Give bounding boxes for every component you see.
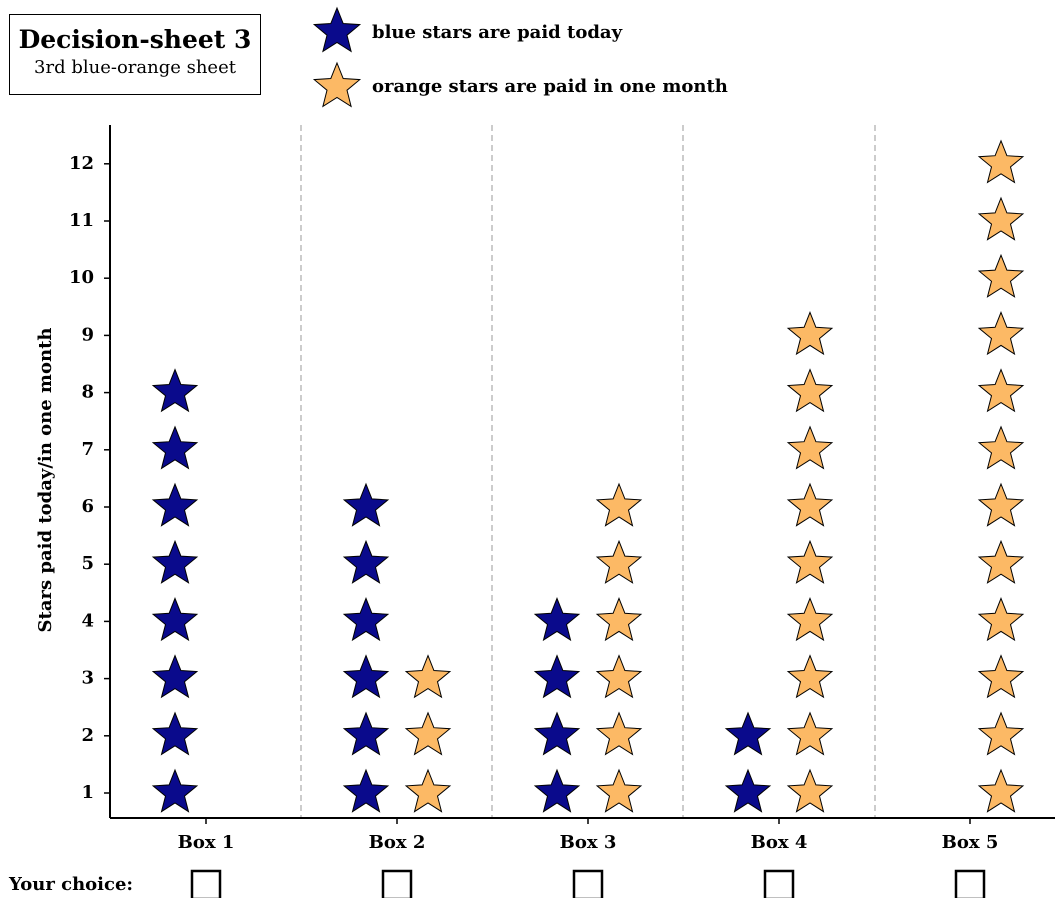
sheet-subtitle: 3rd blue-orange sheet xyxy=(34,57,236,78)
orange-star-icon xyxy=(977,139,1025,184)
y-tick-label: 3 xyxy=(81,668,94,689)
orange-star-icon xyxy=(786,768,834,813)
orange-star-icon xyxy=(404,711,452,756)
y-axis-label: Stars paid today/in one month xyxy=(35,328,56,633)
blue-star-icon xyxy=(533,768,581,813)
blue-star-icon xyxy=(342,539,390,584)
orange-star-icon xyxy=(977,654,1025,699)
orange-star-icon xyxy=(786,482,834,527)
blue-star-icon xyxy=(151,425,199,470)
sheet-title-box: Decision-sheet 3 3rd blue-orange sheet xyxy=(9,14,261,95)
orange-star-icon xyxy=(595,597,643,642)
y-tick-label: 4 xyxy=(81,610,94,631)
choice-checkbox-box-1[interactable] xyxy=(190,869,222,898)
x-tick-label: Box 5 xyxy=(942,832,999,853)
blue-star-icon xyxy=(342,482,390,527)
legend-star-shape xyxy=(312,61,362,108)
orange-star-icon xyxy=(786,368,834,413)
y-tick-label: 12 xyxy=(69,153,94,174)
blue-star-icon xyxy=(724,768,772,813)
orange-star-icon xyxy=(786,311,834,356)
legend: blue stars are paid today orange stars a… xyxy=(312,6,728,108)
y-tick-label: 2 xyxy=(81,725,94,746)
choice-checkbox-box-2[interactable] xyxy=(381,869,413,898)
legend-label-orange: orange stars are paid in one month xyxy=(372,76,728,97)
star-marks xyxy=(151,139,1025,813)
orange-star-icon xyxy=(786,654,834,699)
orange-star-icon xyxy=(977,482,1025,527)
orange-star-icon xyxy=(786,597,834,642)
blue-star-icon xyxy=(151,368,199,413)
x-tick-label: Box 1 xyxy=(178,832,235,853)
choice-checkbox-box-3[interactable] xyxy=(572,869,604,898)
y-tick-label: 9 xyxy=(81,324,94,345)
legend-item-orange: orange stars are paid in one month xyxy=(312,61,728,108)
orange-star-icon xyxy=(595,768,643,813)
blue-star-icon xyxy=(342,654,390,699)
sheet-title: Decision-sheet 3 xyxy=(18,25,252,54)
orange-star-icon xyxy=(977,253,1025,298)
legend-star-shape xyxy=(312,6,362,53)
choice-checkboxes xyxy=(190,869,986,898)
blue-star-icon xyxy=(151,711,199,756)
orange-star-icon xyxy=(595,482,643,527)
y-tick-label: 10 xyxy=(69,267,94,288)
y-tick-label: 6 xyxy=(81,496,94,517)
orange-star-icon xyxy=(977,196,1025,241)
blue-star-icon xyxy=(151,482,199,527)
blue-star-icon xyxy=(533,597,581,642)
orange-star-icon xyxy=(404,768,452,813)
x-tick-label: Box 2 xyxy=(369,832,426,853)
orange-star-icon xyxy=(977,368,1025,413)
orange-star-icon xyxy=(595,654,643,699)
orange-star-icon xyxy=(977,425,1025,470)
blue-star-icon xyxy=(533,654,581,699)
x-tick-label: Box 3 xyxy=(560,832,617,853)
x-tick-labels: Box 1 Box 2 Box 3 Box 4 Box 5 xyxy=(178,818,999,853)
orange-star-icon xyxy=(977,768,1025,813)
legend-label-blue: blue stars are paid today xyxy=(372,22,623,43)
legend-orange-star-icon xyxy=(312,61,362,108)
blue-star-icon xyxy=(151,539,199,584)
blue-star-icon xyxy=(533,711,581,756)
orange-star-icon xyxy=(786,711,834,756)
legend-blue-star-icon xyxy=(312,6,362,53)
blue-star-icon xyxy=(151,597,199,642)
orange-star-icon xyxy=(977,311,1025,356)
orange-star-icon xyxy=(977,597,1025,642)
blue-star-icon xyxy=(151,768,199,813)
orange-star-icon xyxy=(786,539,834,584)
blue-star-icon xyxy=(151,654,199,699)
orange-star-icon xyxy=(977,711,1025,756)
blue-star-icon xyxy=(342,711,390,756)
orange-star-icon xyxy=(786,425,834,470)
orange-star-icon xyxy=(595,539,643,584)
orange-star-icon xyxy=(595,711,643,756)
choice-checkbox-box-4[interactable] xyxy=(763,869,795,898)
orange-star-icon xyxy=(404,654,452,699)
y-tick-label: 11 xyxy=(69,210,94,231)
orange-star-icon xyxy=(977,539,1025,584)
blue-star-icon xyxy=(342,768,390,813)
y-tick-label: 1 xyxy=(81,782,94,803)
y-tick-label: 8 xyxy=(81,382,94,403)
blue-star-icon xyxy=(724,711,772,756)
x-tick-label: Box 4 xyxy=(751,832,808,853)
your-choice-label: Your choice: xyxy=(8,874,133,895)
y-tick-label: 5 xyxy=(81,553,94,574)
box-separators xyxy=(300,125,876,818)
legend-item-blue: blue stars are paid today xyxy=(312,6,623,53)
choice-checkbox-box-5[interactable] xyxy=(954,869,986,898)
blue-star-icon xyxy=(342,597,390,642)
y-tick-label: 7 xyxy=(81,439,94,460)
